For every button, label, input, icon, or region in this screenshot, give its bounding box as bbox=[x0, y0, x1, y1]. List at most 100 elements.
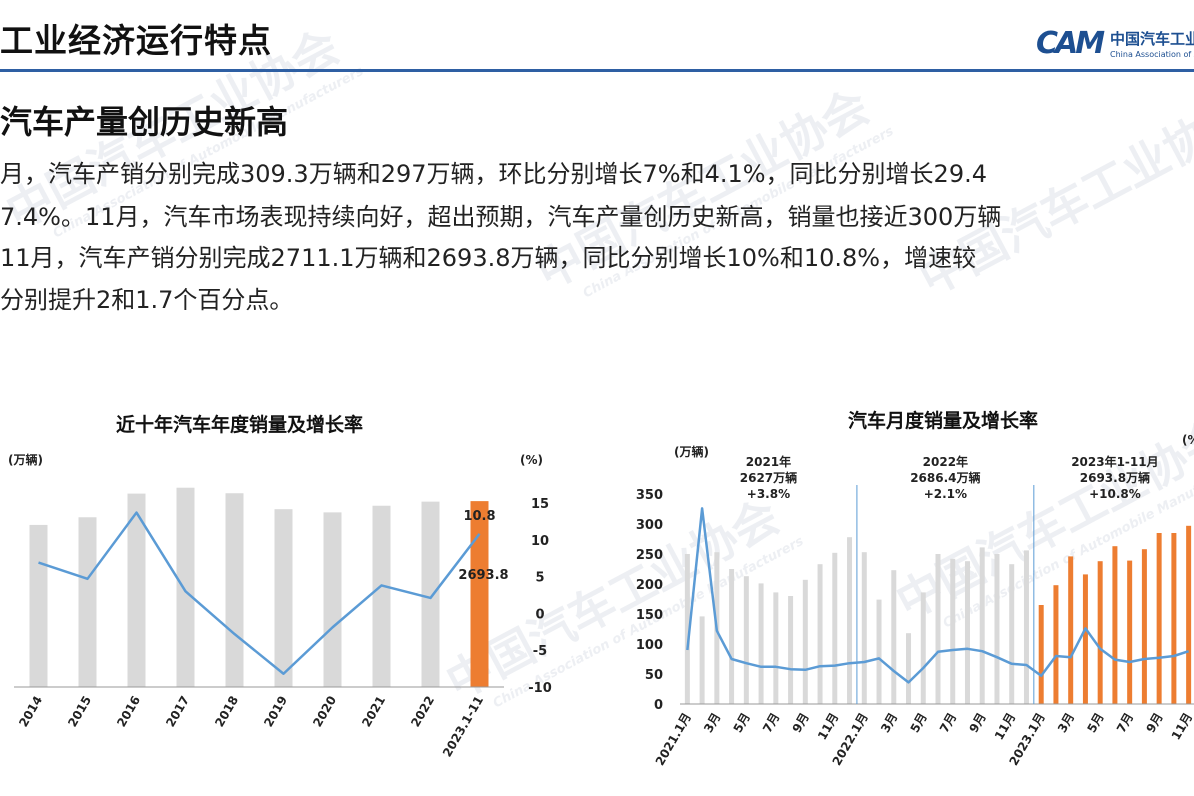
bar bbox=[935, 554, 941, 704]
x-tick-label: 9月 bbox=[790, 711, 812, 736]
page-title: 工业经济运行特点 bbox=[0, 21, 272, 60]
growth-rate-line bbox=[38, 511, 481, 676]
y-axis-tick: 50 bbox=[645, 668, 663, 683]
x-tick-label: 7月 bbox=[937, 711, 959, 736]
bar bbox=[78, 517, 97, 687]
bar bbox=[773, 592, 779, 704]
x-tick-label: 2021.1月 bbox=[653, 711, 694, 769]
x-tick-label: 5月 bbox=[731, 711, 753, 736]
bar bbox=[891, 570, 897, 704]
year-group-label: 2693.8万辆 bbox=[1080, 470, 1150, 485]
bar bbox=[979, 547, 985, 704]
x-tick-label: 7月 bbox=[760, 711, 782, 736]
bar bbox=[950, 558, 956, 704]
bar bbox=[1023, 550, 1029, 704]
annual-chart-title: 近十年汽车年度销量及增长率 bbox=[116, 414, 364, 436]
section-heading: 汽车产量创历史新高 bbox=[0, 103, 289, 141]
growth-data-label: 10.8 bbox=[463, 509, 495, 524]
x-tick-label: 2023.1-11 bbox=[440, 694, 486, 760]
bar bbox=[1053, 585, 1059, 704]
x-tick-label: 2022 bbox=[408, 694, 437, 730]
y-axis-tick: 250 bbox=[636, 548, 663, 563]
bar bbox=[876, 599, 882, 704]
x-tick-label: 3月 bbox=[1055, 711, 1077, 736]
x-tick-label: 2020 bbox=[310, 694, 339, 730]
bar bbox=[1141, 549, 1147, 704]
right-axis-tick: 10 bbox=[531, 534, 549, 549]
left-axis-unit: (万辆) bbox=[8, 452, 43, 467]
right-axis-tick: -10 bbox=[528, 681, 552, 696]
y-axis-tick: 300 bbox=[636, 518, 663, 533]
monthly-chart-title: 汽车月度销量及增长率 bbox=[848, 410, 1039, 432]
body-text-line: 分别提升2和1.7个百分点。 bbox=[0, 286, 294, 314]
bar bbox=[743, 576, 749, 704]
bar bbox=[372, 505, 391, 687]
x-tick-label: 3月 bbox=[878, 711, 900, 736]
right-axis-tick: 5 bbox=[535, 571, 544, 586]
x-tick-label: 9月 bbox=[967, 711, 989, 736]
y-axis-tick: 100 bbox=[636, 638, 663, 653]
header-divider bbox=[0, 69, 1194, 72]
y-axis-tick: 150 bbox=[636, 608, 663, 623]
bar bbox=[1156, 533, 1162, 704]
x-tick-label: 11月 bbox=[992, 711, 1018, 743]
bar bbox=[1127, 560, 1133, 704]
x-tick-label: 2019 bbox=[261, 694, 290, 730]
bar bbox=[1068, 556, 1074, 704]
bar bbox=[964, 561, 970, 704]
logo-name-en: China Association of Automobile Manufact… bbox=[1110, 50, 1194, 59]
bar bbox=[906, 633, 912, 704]
bar bbox=[817, 564, 823, 704]
bar bbox=[176, 487, 195, 687]
x-tick-label: 3月 bbox=[701, 711, 723, 736]
right-axis-tick: 0 bbox=[535, 607, 544, 622]
x-tick-label: 2017 bbox=[163, 694, 192, 730]
bar bbox=[1009, 564, 1015, 704]
bar bbox=[127, 493, 146, 687]
y-axis-tick: 350 bbox=[636, 488, 663, 503]
y-axis-tick: 200 bbox=[636, 578, 663, 593]
cam-logo-icon: CAM bbox=[1036, 26, 1105, 61]
bar bbox=[29, 524, 48, 687]
bar bbox=[994, 554, 1000, 704]
association-logo: CAM 中国汽车工业协会 China Association of Automo… bbox=[1036, 26, 1194, 66]
watermark: 中国汽车工业协会 bbox=[906, 77, 1194, 308]
year-group-label: +10.8% bbox=[1089, 487, 1141, 501]
bar bbox=[920, 592, 926, 704]
y-axis-tick: 0 bbox=[654, 698, 663, 713]
x-tick-label: 5月 bbox=[908, 711, 930, 736]
bar bbox=[861, 552, 867, 704]
bar bbox=[225, 493, 244, 687]
bar bbox=[788, 596, 794, 704]
body-text-line: 月，汽车产销分别完成309.3万辆和297万辆，环比分别增长7%和4.1%，同比… bbox=[0, 160, 987, 188]
x-tick-label: 2015 bbox=[65, 694, 94, 730]
year-group-label: 2686.4万辆 bbox=[910, 470, 980, 485]
bar bbox=[699, 616, 705, 704]
bar bbox=[470, 501, 489, 687]
bar bbox=[323, 512, 342, 687]
logo-name-cn: 中国汽车工业协会 bbox=[1110, 30, 1194, 48]
body-text-line: 11月，汽车产销分别完成2711.1万辆和2693.8万辆，同比分别增长10%和… bbox=[0, 244, 977, 272]
left-axis-unit: (万辆) bbox=[674, 444, 709, 459]
right-axis-tick: -5 bbox=[533, 644, 547, 659]
x-tick-label: 7月 bbox=[1114, 711, 1136, 736]
watermark-text: 中国汽车工业协会 bbox=[910, 85, 1194, 306]
right-axis-unit: (%) bbox=[520, 453, 543, 467]
x-tick-label: 2021 bbox=[359, 694, 388, 730]
x-tick-label: 2016 bbox=[114, 694, 143, 730]
year-group-label: +2.1% bbox=[924, 487, 967, 501]
bar bbox=[1097, 561, 1103, 704]
year-group-label: 2021年 bbox=[746, 454, 791, 469]
year-group-label: 2023年1-11月 bbox=[1071, 454, 1158, 469]
watermark: 中国汽车工业协会 China Association of Automobile… bbox=[523, 66, 896, 316]
x-tick-label: 2014 bbox=[16, 694, 45, 730]
bar bbox=[1186, 525, 1192, 704]
year-group-label: 2627万辆 bbox=[740, 470, 797, 485]
year-group-label: 2022年 bbox=[923, 454, 968, 469]
bar bbox=[729, 569, 735, 704]
x-tick-label: 11月 bbox=[1169, 711, 1194, 743]
bar bbox=[1038, 605, 1044, 704]
year-group-label: +3.8% bbox=[747, 487, 790, 501]
x-tick-label: 5月 bbox=[1084, 711, 1106, 736]
bar bbox=[274, 509, 293, 687]
